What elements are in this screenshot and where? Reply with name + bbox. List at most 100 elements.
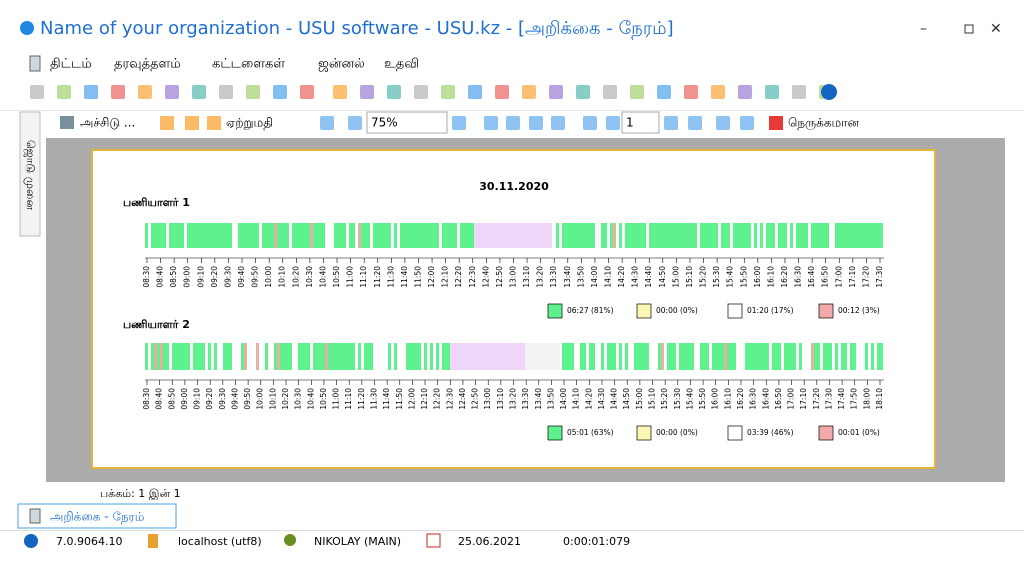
toolbar-button[interactable] xyxy=(716,116,730,130)
toolbar-button[interactable] xyxy=(192,85,206,99)
toolbar-button[interactable] xyxy=(551,116,565,130)
tick-label: 16:20 xyxy=(736,388,745,410)
activity-stripe xyxy=(373,223,376,248)
activity-stripe xyxy=(613,223,616,248)
toolbar-button[interactable] xyxy=(57,85,71,99)
toolbar-button[interactable] xyxy=(740,116,754,130)
activity-stripe xyxy=(712,223,715,248)
toolbar-button[interactable] xyxy=(549,85,563,99)
toolbar-button[interactable] xyxy=(452,116,466,130)
activity-stripe xyxy=(637,223,640,248)
toolbar-button[interactable] xyxy=(495,85,509,99)
toolbar-button[interactable] xyxy=(630,85,644,99)
activity-stripe xyxy=(700,223,703,248)
toolbar-button[interactable] xyxy=(30,85,44,99)
activity-stripe xyxy=(163,223,166,248)
toolbar-button[interactable] xyxy=(765,85,779,99)
activity-stripe xyxy=(799,223,802,248)
activity-stripe xyxy=(301,343,304,370)
toolbar-button[interactable] xyxy=(360,85,374,99)
toolbar-button[interactable] xyxy=(484,116,498,130)
activity-stripe xyxy=(394,343,397,370)
toolbar-button[interactable] xyxy=(348,116,362,130)
toolbar-button[interactable] xyxy=(160,116,174,130)
employee-name: பணியாளர் 2 xyxy=(123,318,190,331)
toolbar-button[interactable] xyxy=(84,85,98,99)
toolbar-button[interactable] xyxy=(441,85,455,99)
tick-label: 09:10 xyxy=(193,388,202,410)
close-window[interactable]: ✕ xyxy=(990,21,1002,37)
toolbar-button[interactable] xyxy=(688,116,702,130)
toolbar-button[interactable] xyxy=(684,85,698,99)
activity-stripe xyxy=(301,223,304,248)
activity-stripe xyxy=(415,223,418,248)
toolbar-button[interactable] xyxy=(603,85,617,99)
menu-item[interactable]: ஜன்னல் xyxy=(318,57,365,72)
activity-stripe xyxy=(580,223,583,248)
minimize[interactable]: – xyxy=(920,21,927,37)
toolbar-button[interactable] xyxy=(792,85,806,99)
export-button[interactable]: ஏற்றுமதி xyxy=(226,116,273,131)
toolbar-button[interactable] xyxy=(606,116,620,130)
activity-stripe xyxy=(157,223,160,248)
toolbar-button[interactable] xyxy=(300,85,314,99)
toolbar-button[interactable] xyxy=(711,85,725,99)
toolbar-button[interactable] xyxy=(664,116,678,130)
toolbar-button[interactable] xyxy=(506,116,520,130)
page-box[interactable] xyxy=(621,111,660,134)
toolbar-button[interactable] xyxy=(468,85,482,99)
activity-stripe xyxy=(388,343,391,370)
activity-stripe xyxy=(793,343,796,370)
toolbar-button[interactable] xyxy=(273,85,287,99)
activity-stripe xyxy=(343,223,346,248)
activity-stripe xyxy=(151,343,154,370)
tick-label: 14:40 xyxy=(610,388,619,410)
activity-stripe xyxy=(229,343,232,370)
menu-item[interactable]: திட்டம் xyxy=(50,57,92,72)
tick-label: 10:40 xyxy=(318,266,327,288)
activity-stripe xyxy=(694,223,697,248)
zoom-box[interactable] xyxy=(366,111,448,134)
activity-stripe xyxy=(865,343,868,370)
toolbar-button[interactable] xyxy=(207,116,221,130)
doc-tab[interactable] xyxy=(17,503,177,529)
help-button[interactable] xyxy=(821,84,837,100)
toolbar-button[interactable] xyxy=(320,116,334,130)
activity-stripe xyxy=(241,223,244,248)
toolbar-button[interactable] xyxy=(522,85,536,99)
legend-swatch xyxy=(727,303,743,319)
activity-stripe xyxy=(430,343,433,370)
activity-stripe xyxy=(613,343,616,370)
tick-label: 09:50 xyxy=(243,388,252,410)
toolbar-button[interactable] xyxy=(529,116,543,130)
maximize[interactable] xyxy=(964,24,974,34)
tick-label: 13:20 xyxy=(509,388,518,410)
toolbar-button[interactable] xyxy=(387,85,401,99)
toolbar-button[interactable] xyxy=(185,116,199,130)
print-button[interactable]: அச்சிடு ... xyxy=(80,116,135,130)
side-tab[interactable] xyxy=(19,111,41,237)
legend-label: 01:20 (17%) xyxy=(747,306,794,315)
toolbar-button[interactable] xyxy=(246,85,260,99)
tick-label: 09:30 xyxy=(218,388,227,410)
toolbar-button[interactable] xyxy=(583,116,597,130)
toolbar-button[interactable] xyxy=(657,85,671,99)
activity-stripe xyxy=(640,223,643,248)
toolbar-button[interactable] xyxy=(111,85,125,99)
menu-item[interactable]: உதவி xyxy=(384,57,419,72)
toolbar-button[interactable] xyxy=(333,85,347,99)
toolbar-button[interactable] xyxy=(138,85,152,99)
activity-stripe xyxy=(874,223,877,248)
toolbar-button[interactable] xyxy=(165,85,179,99)
menu-item[interactable]: கட்டளைகள் xyxy=(212,57,285,72)
toolbar-button[interactable] xyxy=(219,85,233,99)
close-button[interactable]: நெருக்கமான xyxy=(788,116,859,131)
tick-label: 15:00 xyxy=(635,388,644,410)
tick-label: 16:20 xyxy=(780,266,789,288)
toolbar-button[interactable] xyxy=(414,85,428,99)
toolbar-button[interactable] xyxy=(738,85,752,99)
menu-item[interactable]: தரவுத்தளம் xyxy=(114,57,181,72)
activity-stripe xyxy=(817,343,820,370)
toolbar-button[interactable] xyxy=(576,85,590,99)
tick-label: 15:20 xyxy=(660,388,669,410)
